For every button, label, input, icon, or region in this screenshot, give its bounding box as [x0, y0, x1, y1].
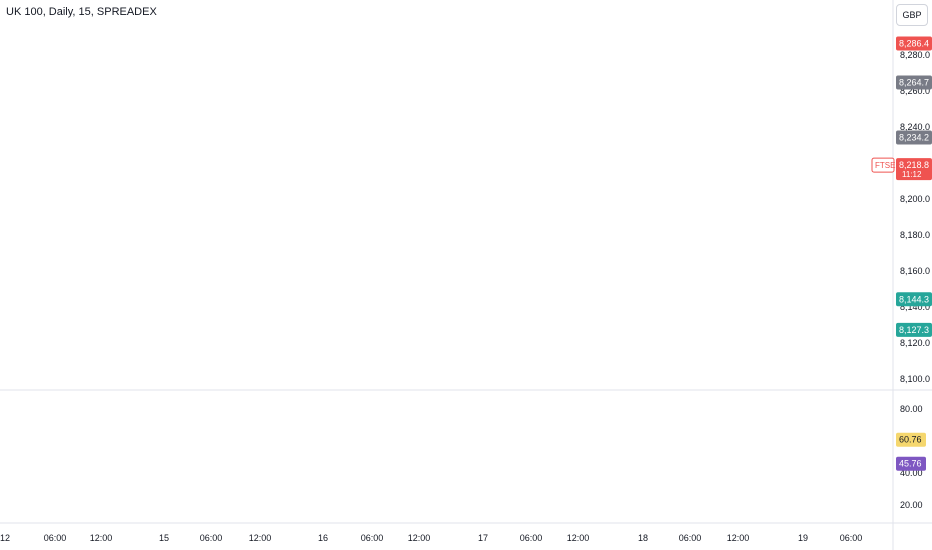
- time-tick-label: 12:00: [249, 533, 272, 543]
- time-tick-label: 06:00: [840, 533, 863, 543]
- time-tick-label: 15: [159, 533, 169, 543]
- price-tick-label: 8,280.0: [900, 50, 930, 60]
- price-tag: [896, 36, 932, 51]
- currency-button[interactable]: GBP: [896, 4, 928, 26]
- rsi-tick-label: 20.00: [900, 500, 923, 510]
- time-tick-label: 06:00: [520, 533, 543, 543]
- price-tick-label: 8,260.0: [900, 86, 930, 96]
- price-tag: [896, 322, 932, 337]
- rsi-value-label: 45.76: [899, 459, 922, 469]
- price-tick-label: 8,140.0: [900, 302, 930, 312]
- price-tag-label: 8,144.3: [899, 294, 929, 304]
- price-tag: [896, 130, 932, 145]
- time-tick-label: 06:00: [361, 533, 384, 543]
- time-tick-label: 16: [318, 533, 328, 543]
- price-tick-label: 8,100.0: [900, 374, 930, 384]
- price-tag-label: 8,264.7: [899, 78, 929, 88]
- time-tick-label: 06:00: [679, 533, 702, 543]
- rsi-value-tag: [896, 432, 926, 447]
- price-tick-label: 8,160.0: [900, 266, 930, 276]
- price-tag-label: 8,286.4: [899, 38, 929, 48]
- price-tag: [896, 292, 932, 307]
- time-tick-label: 17: [478, 533, 488, 543]
- price-tag-label: 8,127.3: [899, 325, 929, 335]
- time-tick-label: 12:00: [90, 533, 113, 543]
- time-tick-label: 18: [638, 533, 648, 543]
- price-tick-label: 8,240.0: [900, 122, 930, 132]
- price-tag: [896, 158, 932, 181]
- rsi-tick-label: 80.00: [900, 404, 923, 414]
- price-tag-countdown: 11:12: [902, 170, 922, 179]
- time-tick-label: 12:00: [408, 533, 431, 543]
- price-tick-label: 8,200.0: [900, 194, 930, 204]
- price-tick-label: 8,180.0: [900, 230, 930, 240]
- time-tick-label: 06:00: [200, 533, 223, 543]
- chart-title: UK 100, Daily, 15, SPREADEX: [6, 6, 157, 18]
- price-tag: [896, 75, 932, 90]
- price-tick-label: 8,120.0: [900, 338, 930, 348]
- time-tick-label: 12:00: [567, 533, 590, 543]
- time-tick-label: 06:00: [44, 533, 67, 543]
- rsi-value-tag: [896, 456, 926, 471]
- price-tag-label: 8,218.8: [899, 160, 929, 170]
- time-tick-label: 12: [0, 533, 10, 543]
- price-tag-label: 8,234.2: [899, 132, 929, 142]
- symbol-tag: [871, 157, 895, 173]
- rsi-tick-label: 40.00: [900, 468, 923, 478]
- rsi-value-label: 60.76: [899, 435, 922, 445]
- symbol-tag-label: FTSE: [875, 161, 895, 170]
- time-tick-label: 19: [798, 533, 808, 543]
- time-tick-label: 12:00: [727, 533, 750, 543]
